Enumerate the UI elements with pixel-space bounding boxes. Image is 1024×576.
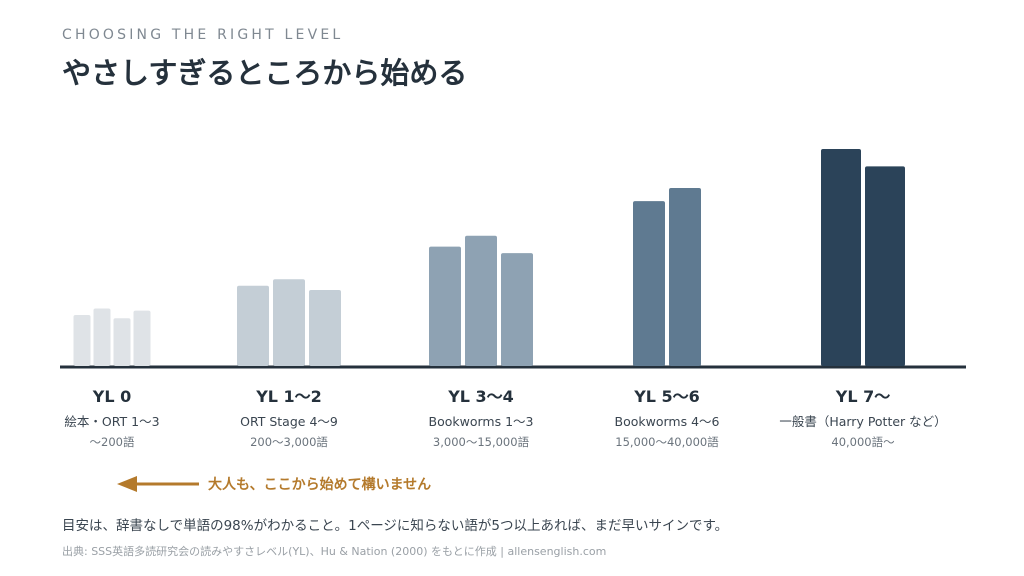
level-bar: [821, 149, 861, 366]
level-bar: [633, 201, 665, 366]
level-words: 〜200語: [90, 435, 135, 449]
source-citation: 出典: SSS英語多読研究会の読みやすさレベル(YL)、Hu & Nation …: [62, 545, 607, 558]
level-example: Bookworms 1〜3: [429, 414, 534, 429]
level-bar: [669, 188, 701, 366]
level-words: 200〜3,000語: [250, 435, 328, 449]
level-bar: [93, 308, 111, 366]
level-words: 15,000〜40,000語: [615, 435, 719, 449]
level-bar: [113, 318, 131, 366]
level-name: YL 0: [92, 387, 131, 406]
level-bar: [73, 315, 91, 366]
level-example: 一般書（Harry Potter など）: [779, 414, 946, 429]
callout-text: 大人も、ここから始めて構いません: [208, 477, 432, 493]
level-words: 3,000〜15,000語: [433, 435, 530, 449]
level-name: YL 3〜4: [447, 387, 514, 406]
level-name: YL 5〜6: [633, 387, 700, 406]
left-arrow-icon: [115, 470, 205, 498]
level-bar: [309, 290, 341, 366]
level-example: 絵本・ORT 1〜3: [64, 414, 159, 429]
level-bar: [865, 166, 905, 366]
level-bar: [429, 246, 461, 366]
level-bar: [501, 253, 533, 366]
level-bar: [465, 235, 497, 366]
level-bar: [133, 310, 151, 366]
level-example: Bookworms 4〜6: [615, 414, 720, 429]
guideline-note: 目安は、辞書なしで単語の98%がわかること。1ページに知らない語が5つ以上あれば…: [62, 518, 729, 534]
page-title: やさしすぎるところから始める: [62, 56, 468, 90]
level-bar: [237, 285, 269, 366]
level-example: ORT Stage 4〜9: [240, 414, 338, 429]
level-name: YL 1〜2: [255, 387, 322, 406]
level-name: YL 7〜: [835, 387, 891, 406]
level-bar: [273, 279, 305, 366]
level-words: 40,000語〜: [831, 435, 895, 449]
kicker: CHOOSING THE RIGHT LEVEL: [62, 27, 344, 43]
